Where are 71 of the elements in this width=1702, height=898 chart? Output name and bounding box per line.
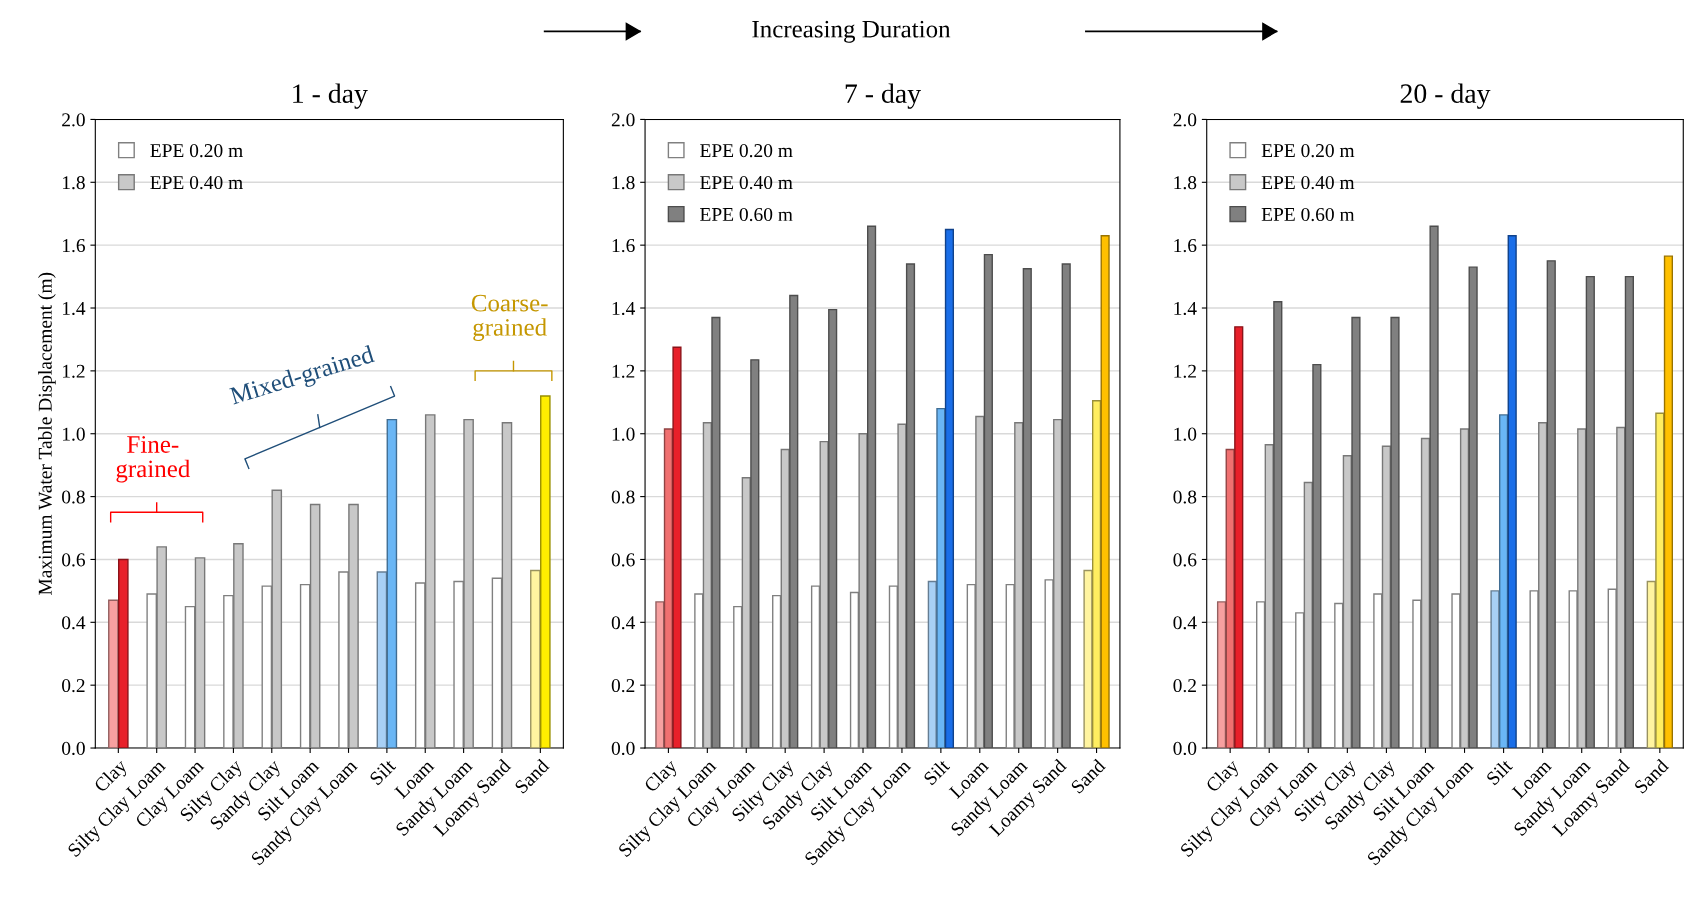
bar — [655, 601, 665, 749]
bar — [1507, 235, 1517, 749]
y-tick-label: 0.4 — [1173, 616, 1197, 630]
legend-label: EPE 0.60 m — [700, 207, 793, 222]
legend-label: EPE 0.40 m — [700, 175, 793, 190]
bar — [936, 407, 946, 749]
x-tick-label: Silt — [922, 757, 951, 786]
annotation: Fine- grained — [116, 436, 191, 483]
bar — [530, 569, 541, 749]
bar — [118, 558, 129, 749]
y-tick-label: 1.8 — [62, 176, 85, 190]
y-tick-label: 0.2 — [611, 678, 635, 693]
bar — [540, 395, 551, 749]
bar — [1655, 412, 1665, 749]
bar — [108, 599, 119, 749]
y-tick-label: 1.4 — [62, 301, 86, 316]
bar — [1100, 235, 1110, 749]
y-tick-label: 1.4 — [1174, 301, 1197, 316]
legend-label: EPE 0.60 m — [1261, 207, 1355, 222]
bar — [1663, 255, 1674, 749]
y-tick-label: 1.6 — [612, 239, 635, 253]
bar — [1216, 601, 1227, 749]
y-tick-label: 0.6 — [1173, 553, 1197, 567]
bar — [386, 418, 398, 749]
legend-label: EPE 0.20 m — [150, 144, 243, 158]
bar — [1083, 569, 1093, 749]
y-tick-label: 1.8 — [1174, 176, 1197, 190]
y-tick-label: 0.0 — [62, 741, 85, 756]
y-tick-label: 0.8 — [62, 490, 85, 504]
y-tick-label: 1.2 — [1174, 364, 1196, 378]
chart-title: 7 - day — [845, 83, 921, 109]
y-tick-label: 0.6 — [62, 553, 86, 567]
legend-label: EPE 0.20 m — [1261, 144, 1355, 158]
y-tick-label: 0.0 — [1173, 741, 1197, 756]
bar — [1234, 326, 1244, 749]
y-tick-label: 0.8 — [611, 490, 635, 504]
x-tick-label: Silt — [368, 757, 397, 786]
y-tick-label: 1.0 — [1174, 427, 1197, 441]
y-tick-label: 1.0 — [62, 427, 85, 441]
y-tick-label: 0.6 — [611, 553, 635, 567]
bar — [376, 571, 388, 749]
legend-label: EPE 0.20 m — [700, 144, 793, 158]
bar — [1091, 400, 1102, 749]
x-tick-label: Silt — [1485, 757, 1514, 786]
text: Increasing Duration — [752, 20, 951, 43]
y-tick-label: 1.0 — [612, 427, 635, 441]
y-tick-label: 1.6 — [1174, 239, 1197, 253]
y-tick-label: 0.2 — [62, 678, 85, 693]
legend-label: EPE 0.40 m — [150, 175, 243, 190]
y-tick-label: 0.4 — [611, 616, 636, 630]
bar — [1498, 414, 1509, 749]
y-tick-label: 1.2 — [612, 364, 635, 378]
chart-title: 1 - day — [293, 83, 368, 109]
bar — [672, 346, 682, 749]
bar — [944, 228, 955, 749]
y-tick-label: 2.0 — [62, 113, 85, 127]
y-tick-label: 2.0 — [611, 113, 635, 127]
y-tick-label: 0.4 — [62, 616, 86, 630]
y-axis-title: Maximum Water Table Displacement (m) — [38, 272, 56, 595]
y-tick-label: 1.2 — [62, 364, 85, 378]
chart-title: 20 - day — [1400, 83, 1491, 109]
y-tick-label: 1.8 — [612, 176, 635, 190]
y-tick-label: 1.6 — [62, 239, 86, 253]
y-tick-label: 2.0 — [1173, 113, 1197, 127]
bar — [1490, 590, 1500, 749]
y-tick-label: 1.4 — [612, 301, 636, 316]
y-tick-label: 0.0 — [611, 741, 635, 756]
y-tick-label: 0.8 — [1173, 490, 1197, 504]
legend-label: EPE 0.40 m — [1261, 175, 1355, 190]
annotation: Coarse- grained — [471, 294, 548, 342]
y-tick-label: 0.2 — [1173, 678, 1196, 693]
